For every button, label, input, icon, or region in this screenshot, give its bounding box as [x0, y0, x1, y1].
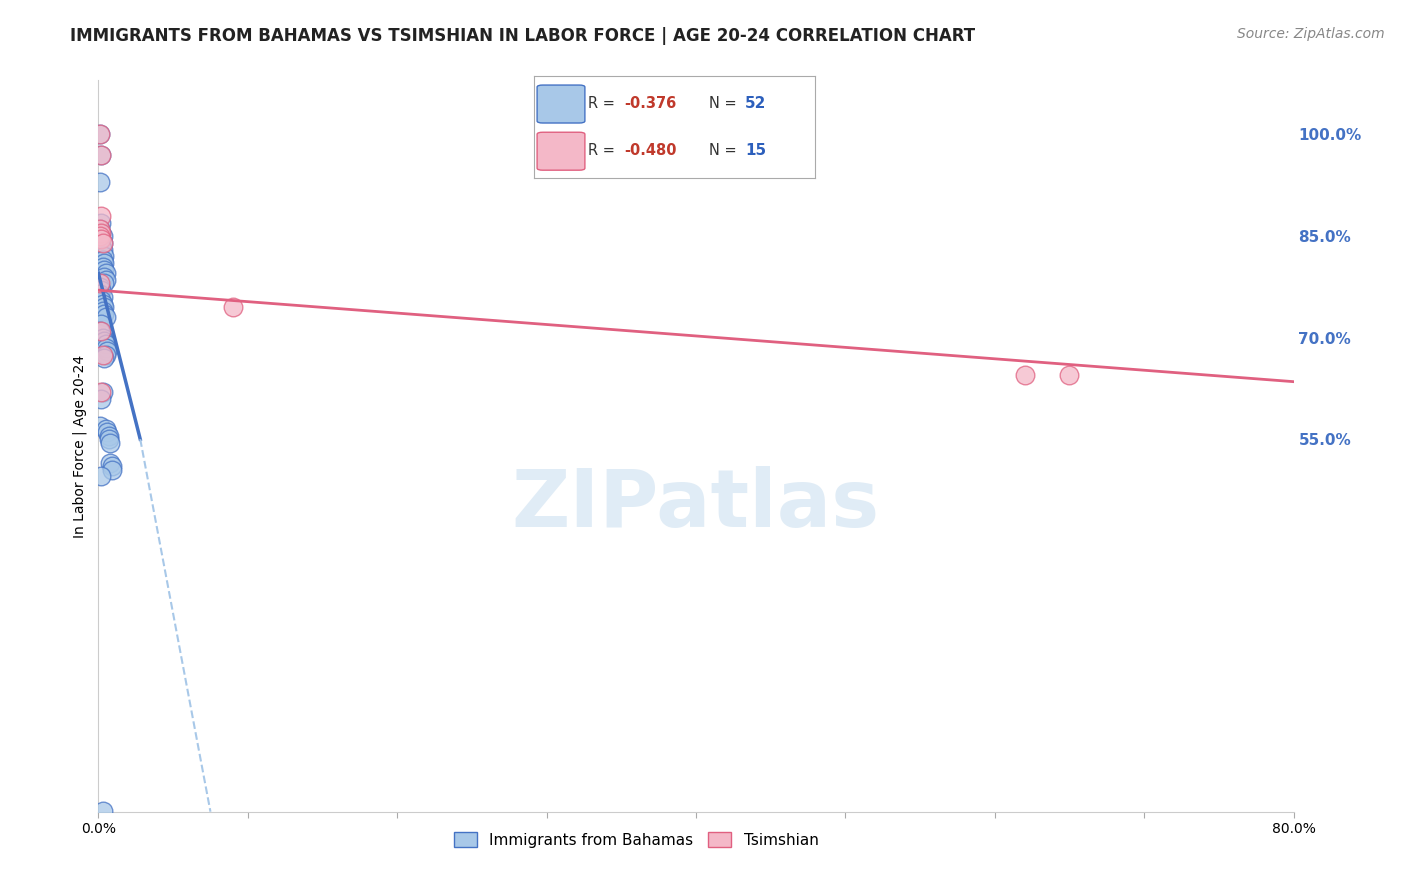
Point	[93, 307, 115, 321]
Point	[96, 425, 118, 440]
Text: N =: N =	[709, 96, 741, 111]
Point	[93, 263, 115, 277]
Point	[93, 300, 115, 314]
Point	[89, 418, 111, 433]
Point	[91, 235, 114, 250]
Point	[90, 215, 112, 229]
Point	[1059, 368, 1081, 382]
Text: IMMIGRANTS FROM BAHAMAS VS TSIMSHIAN IN LABOR FORCE | AGE 20-24 CORRELATION CHAR: IMMIGRANTS FROM BAHAMAS VS TSIMSHIAN IN …	[70, 27, 976, 45]
Point	[98, 435, 122, 450]
Point	[90, 324, 112, 338]
Point	[90, 209, 112, 223]
Point	[101, 459, 124, 474]
Point	[90, 232, 112, 246]
Text: 15: 15	[745, 144, 766, 158]
Point	[1014, 368, 1036, 382]
Point	[90, 239, 112, 253]
Point	[93, 249, 115, 263]
Point	[89, 324, 111, 338]
Point	[94, 266, 117, 280]
Text: 52: 52	[745, 96, 766, 111]
Point	[90, 226, 112, 240]
Point	[91, 331, 114, 345]
Text: R =: R =	[588, 96, 619, 111]
FancyBboxPatch shape	[537, 85, 585, 123]
Point	[96, 344, 118, 359]
Point	[89, 286, 111, 301]
Legend: Immigrants from Bahamas, Tsimshian: Immigrants from Bahamas, Tsimshian	[446, 824, 827, 855]
Point	[98, 456, 122, 470]
Point	[91, 303, 114, 318]
Point	[89, 128, 111, 142]
Point	[101, 463, 124, 477]
Point	[89, 222, 111, 236]
Point	[97, 432, 120, 446]
Point	[89, 222, 111, 236]
Point	[91, 804, 114, 818]
Point	[90, 148, 112, 162]
Point	[94, 310, 117, 325]
Point	[94, 347, 117, 362]
FancyBboxPatch shape	[537, 132, 585, 170]
Point	[90, 293, 112, 308]
Point	[91, 252, 114, 267]
Point	[89, 175, 111, 189]
Point	[93, 256, 115, 270]
Text: N =: N =	[709, 144, 741, 158]
Point	[97, 429, 120, 443]
Point	[91, 235, 114, 250]
Point	[90, 392, 112, 406]
Point	[94, 422, 117, 436]
Point	[89, 280, 111, 294]
Point	[91, 243, 114, 257]
Point	[90, 232, 112, 246]
Point	[89, 277, 111, 291]
Point	[89, 229, 111, 244]
Point	[93, 334, 115, 348]
Point	[222, 300, 245, 314]
Point	[93, 269, 115, 284]
Point	[91, 260, 114, 274]
Point	[91, 229, 114, 244]
Point	[90, 148, 112, 162]
Y-axis label: In Labor Force | Age 20-24: In Labor Force | Age 20-24	[73, 354, 87, 538]
Point	[93, 351, 115, 365]
Point	[91, 290, 114, 304]
Point	[89, 128, 111, 142]
Point	[91, 347, 114, 362]
Point	[91, 384, 114, 399]
Text: -0.376: -0.376	[624, 96, 676, 111]
Point	[90, 317, 112, 331]
Point	[94, 341, 117, 355]
Text: ZIPatlas: ZIPatlas	[512, 466, 880, 543]
Point	[90, 384, 112, 399]
Text: Source: ZipAtlas.com: Source: ZipAtlas.com	[1237, 27, 1385, 41]
Point	[90, 226, 112, 240]
Text: R =: R =	[588, 144, 619, 158]
Point	[94, 337, 117, 351]
Point	[94, 273, 117, 287]
Point	[93, 277, 115, 291]
Point	[91, 297, 114, 311]
Point	[90, 469, 112, 483]
Text: -0.480: -0.480	[624, 144, 676, 158]
Point	[90, 283, 112, 297]
